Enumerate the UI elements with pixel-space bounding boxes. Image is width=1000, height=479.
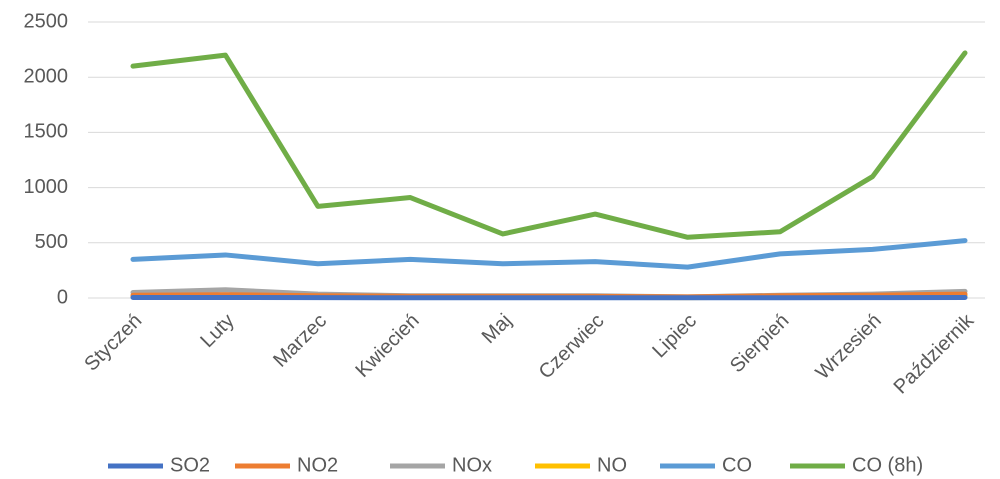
y-tick-label: 2500 xyxy=(24,10,69,32)
legend-label: SO2 xyxy=(170,454,210,476)
y-tick-label: 2000 xyxy=(24,65,69,87)
y-tick-label: 1000 xyxy=(24,176,69,198)
y-tick-label: 0 xyxy=(57,286,68,308)
y-tick-label: 1500 xyxy=(24,121,69,143)
legend-label: NO xyxy=(597,454,627,476)
legend-label: NO2 xyxy=(297,454,338,476)
series-line xyxy=(130,238,968,270)
x-tick-label: Styczeń xyxy=(80,310,146,376)
x-tick-label: Luty xyxy=(196,310,238,352)
x-tick-label: Wrzesień xyxy=(812,310,886,384)
legend-label: CO xyxy=(722,454,752,476)
x-tick-label: Czerwiec xyxy=(535,310,609,384)
y-tick-label: 500 xyxy=(35,231,68,253)
x-tick-label: Maj xyxy=(478,310,516,348)
x-tick-label: Październik xyxy=(890,309,979,398)
x-tick-label: Kwiecień xyxy=(351,310,423,382)
x-tick-label: Lipiec xyxy=(648,310,701,363)
series-line xyxy=(130,50,968,240)
x-tick-label: Sierpień xyxy=(726,310,793,377)
x-tick-label: Marzec xyxy=(269,310,331,372)
legend-label: NOx xyxy=(452,454,492,476)
legend-label: CO (8h) xyxy=(852,454,923,476)
